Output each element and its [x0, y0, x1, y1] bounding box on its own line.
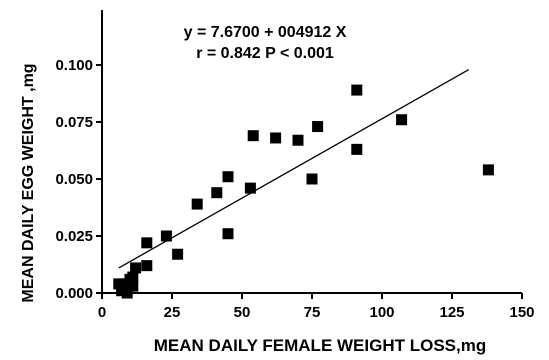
data-point — [127, 280, 139, 292]
data-point — [312, 121, 324, 133]
y-tick-label: 0.000 — [55, 285, 93, 302]
data-point — [306, 173, 318, 185]
equation-annotation: y = 7.6700 + 004912 X — [184, 24, 347, 41]
data-point — [270, 132, 282, 144]
data-point — [222, 171, 234, 183]
y-axis-label: MEAN DAILY EGG WEIGHT ,mg — [20, 63, 37, 302]
y-tick-label: 0.050 — [55, 171, 93, 188]
y-tick-label: 0.100 — [55, 57, 93, 74]
data-point — [121, 287, 133, 299]
data-point — [396, 114, 408, 126]
data-point — [482, 164, 494, 176]
data-point — [113, 278, 125, 290]
data-point — [191, 198, 203, 210]
data-point — [211, 187, 223, 199]
y-tick-label: 0.075 — [55, 114, 93, 131]
x-tick-label: 75 — [304, 304, 321, 321]
data-point — [127, 271, 139, 283]
data-point — [222, 228, 234, 240]
x-tick-label: 125 — [439, 304, 464, 321]
x-tick-label: 50 — [234, 304, 251, 321]
correlation-annotation: r = 0.842 P < 0.001 — [196, 45, 334, 62]
x-axis-label: MEAN DAILY FEMALE WEIGHT LOSS,mg — [154, 336, 486, 355]
regression-line — [118, 68, 470, 269]
x-tick-label: 100 — [369, 304, 394, 321]
y-tick-label: 0.025 — [55, 228, 93, 245]
data-point — [351, 143, 363, 155]
data-point — [141, 260, 153, 272]
x-tick-label: 0 — [98, 304, 106, 321]
data-point — [130, 262, 142, 274]
data-point — [247, 130, 259, 142]
data-point — [292, 134, 304, 146]
data-point — [141, 237, 153, 249]
data-point — [172, 248, 184, 260]
data-point — [160, 230, 172, 242]
data-point — [351, 84, 363, 96]
x-tick-label: 25 — [164, 304, 181, 321]
x-tick-label: 150 — [509, 304, 534, 321]
data-point — [244, 182, 256, 194]
